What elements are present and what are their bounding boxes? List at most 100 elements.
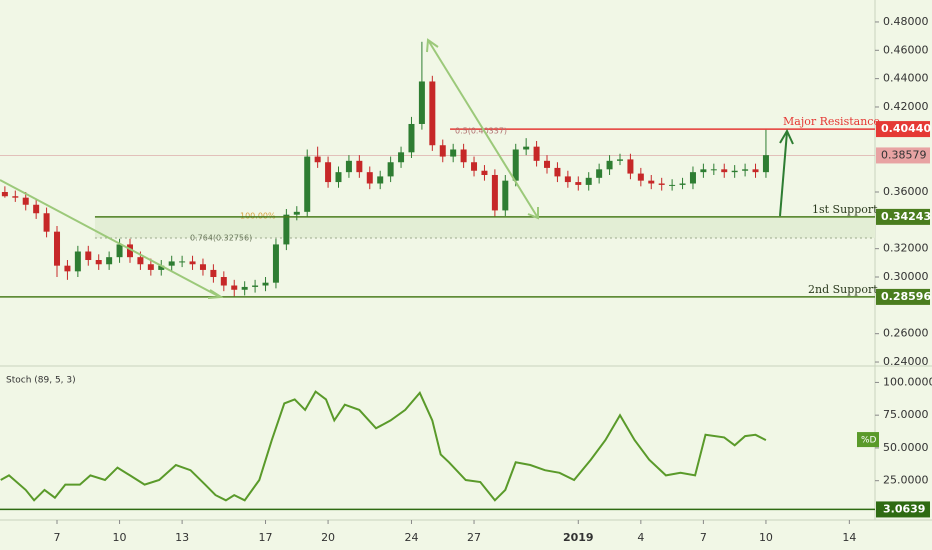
- candle-body: [252, 285, 259, 287]
- level-box: [876, 288, 930, 305]
- x-tick-label: 13: [175, 531, 189, 544]
- candle-body: [408, 123, 415, 153]
- candle-body: [762, 155, 769, 173]
- level-value: 0.28596: [881, 290, 931, 303]
- candle-body: [700, 169, 707, 173]
- candle-body: [731, 170, 738, 173]
- x-tick-label: 2019: [563, 531, 594, 544]
- candle-body: [210, 269, 217, 278]
- candle-body: [710, 169, 717, 171]
- candle-body: [1, 191, 8, 197]
- legend-box: [857, 432, 879, 448]
- y-tick-label: 0.44000: [883, 72, 929, 85]
- candle-body: [606, 160, 613, 170]
- x-tick-label: 4: [637, 531, 644, 544]
- candle-body: [231, 285, 238, 290]
- level-box: [876, 121, 930, 138]
- fib-zone: [94, 216, 875, 238]
- y-tick-label: 0.24000: [883, 355, 929, 368]
- candle-body: [377, 176, 384, 184]
- candle-body: [74, 251, 81, 272]
- candle-body: [106, 257, 113, 265]
- x-tick-label: 10: [759, 531, 773, 544]
- y-tick-label: 50.0000: [883, 441, 929, 454]
- candle-body: [658, 183, 665, 185]
- legend-label: %D: [861, 436, 877, 446]
- candle-body: [752, 169, 759, 173]
- y-tick-label: 0.46000: [883, 43, 929, 56]
- candle-body: [450, 149, 457, 157]
- candle-body: [616, 159, 623, 161]
- level-name: Major Resistance: [783, 115, 880, 128]
- candle-body: [585, 177, 592, 185]
- x-tick-label: 7: [54, 531, 61, 544]
- x-tick-label: 7: [700, 531, 707, 544]
- candle-body: [564, 176, 571, 183]
- candle-body: [648, 180, 655, 184]
- candle-body: [575, 182, 582, 185]
- candle-body: [471, 162, 478, 171]
- candle-body: [481, 170, 488, 175]
- candle-body: [262, 282, 269, 286]
- candle-body: [220, 277, 227, 286]
- candle-body: [22, 197, 29, 205]
- y-tick-label: 100.0000: [883, 375, 932, 388]
- fib-label: 0.764(0.32756): [190, 233, 252, 242]
- candle-body: [283, 214, 290, 245]
- candle-body: [168, 261, 175, 266]
- level-value: 3.0639: [883, 502, 925, 515]
- x-tick-label: 20: [321, 531, 335, 544]
- y-tick-label: 0.36000: [883, 185, 929, 198]
- candle-body: [43, 213, 50, 232]
- candle-body: [293, 211, 300, 215]
- y-tick-label: 75.0000: [883, 408, 929, 421]
- candle-body: [544, 160, 551, 168]
- candle-body: [116, 244, 123, 258]
- candle-body: [95, 260, 102, 265]
- level-value: 0.40440: [881, 122, 931, 135]
- candle-body: [502, 180, 509, 211]
- candle-body: [54, 231, 61, 266]
- candle-body: [137, 257, 144, 265]
- candle-body: [179, 261, 186, 263]
- candle-body: [126, 244, 133, 258]
- level-name: 2nd Support: [808, 283, 878, 296]
- candle-body: [199, 264, 206, 270]
- candle-body: [512, 149, 519, 181]
- candle-body: [523, 146, 530, 150]
- trend-line: [427, 39, 539, 219]
- candle-body: [742, 169, 749, 171]
- arrow-head: [779, 128, 794, 145]
- candle-body: [366, 172, 373, 184]
- candle-body: [147, 264, 154, 270]
- level-box: [876, 501, 930, 518]
- y-tick-label: 0.42000: [883, 100, 929, 113]
- candle-body: [627, 159, 634, 174]
- candle-body: [669, 184, 676, 186]
- last-price-label: 0.38579: [881, 148, 927, 161]
- y-tick-label: 0.32000: [883, 242, 929, 255]
- candle-body: [314, 156, 321, 163]
- arrow-head: [426, 38, 439, 53]
- candle-body: [398, 152, 405, 163]
- last-price-box: [876, 147, 930, 164]
- x-tick-label: 14: [842, 531, 856, 544]
- indicator-title: Stoch (89, 5, 3): [6, 376, 76, 386]
- candle-body: [272, 244, 279, 283]
- candle-body: [439, 145, 446, 157]
- candle-body: [689, 172, 696, 184]
- candle-body: [12, 196, 19, 198]
- candle-body: [721, 169, 728, 173]
- trend-drawings: [0, 38, 794, 299]
- candle-body: [679, 183, 686, 185]
- candle-body: [637, 173, 644, 181]
- x-tick-label: 17: [259, 531, 273, 544]
- candle-body: [304, 156, 311, 212]
- x-tick-label: 24: [404, 531, 418, 544]
- y-tick-label: 0.48000: [883, 15, 929, 28]
- candle-body: [241, 286, 248, 290]
- level-box: [876, 208, 930, 225]
- candle-body: [387, 162, 394, 177]
- candle-body: [533, 146, 540, 161]
